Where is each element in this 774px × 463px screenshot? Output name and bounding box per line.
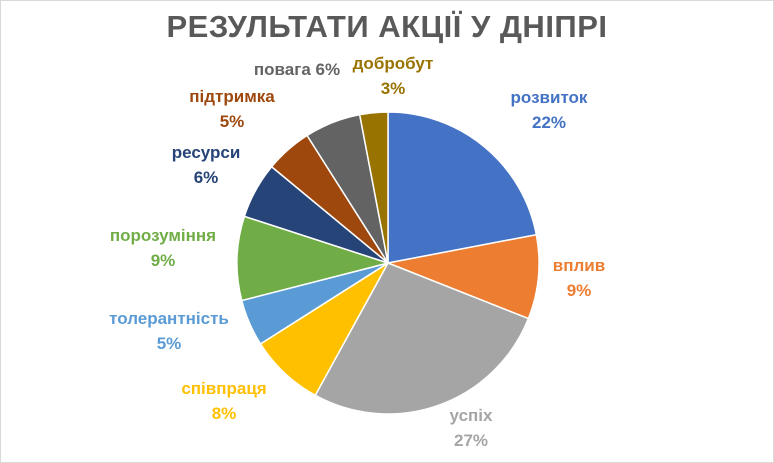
slice-value-label-4: 5% bbox=[157, 334, 182, 353]
slice-value-label-7: 5% bbox=[220, 112, 245, 131]
pie-slice-5 bbox=[236, 215, 391, 302]
slice-name-label-7: підтримка bbox=[189, 87, 275, 106]
slice-name-label-5: порозуміння bbox=[110, 226, 216, 245]
slice-name-label-0: розвиток bbox=[511, 88, 588, 107]
pie-slice-2 bbox=[314, 262, 530, 415]
slice-label-8: повага 6% bbox=[254, 60, 340, 79]
slice-value-label-1: 9% bbox=[567, 281, 592, 300]
slice-value-label-2: 27% bbox=[454, 431, 488, 450]
slice-name-label-3: співпраця bbox=[181, 379, 266, 398]
slice-name-label-4: толерантність bbox=[109, 309, 229, 328]
slice-value-label-5: 9% bbox=[151, 251, 176, 270]
slice-name-label-6: ресурси bbox=[172, 143, 241, 162]
slice-value-label-9: 3% bbox=[381, 79, 406, 98]
slice-name-label-9: добробут bbox=[353, 54, 434, 73]
slice-value-label-0: 22% bbox=[532, 113, 566, 132]
slice-name-label-2: успіх bbox=[450, 406, 493, 425]
slice-name-label-1: вплив bbox=[553, 256, 605, 275]
pie-slice-0 bbox=[387, 111, 538, 264]
pie-slice-9 bbox=[358, 111, 389, 264]
pie-slice-1 bbox=[385, 233, 540, 320]
slice-value-label-3: 8% bbox=[212, 404, 237, 423]
slice-value-label-6: 6% bbox=[194, 168, 219, 187]
chart-title: РЕЗУЛЬТАТИ АКЦІЇ У ДНІПРІ bbox=[166, 9, 608, 44]
